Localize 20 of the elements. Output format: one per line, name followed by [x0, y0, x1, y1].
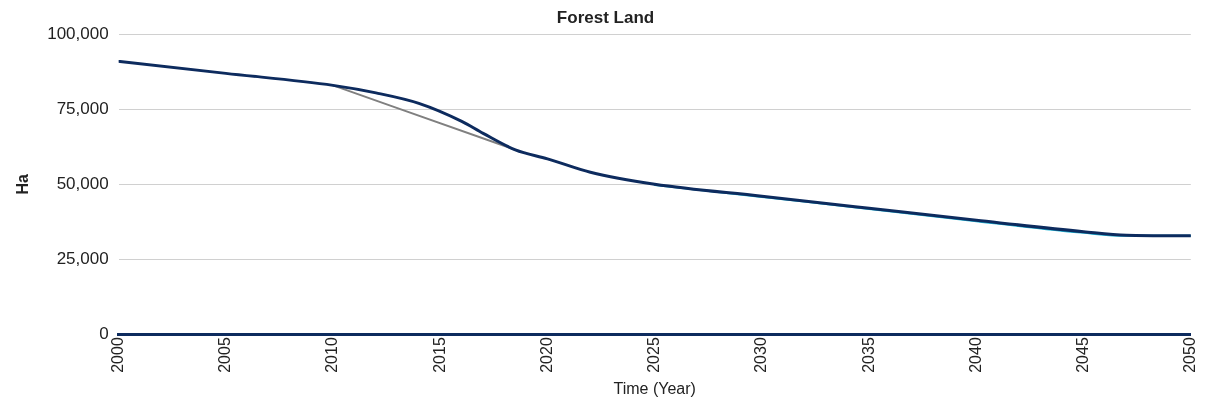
x-tick-label: 2050 [1181, 337, 1199, 373]
line-series [118, 59, 1191, 238]
x-tick-label: 2005 [216, 337, 234, 373]
y-tick-label: 100,000 [47, 24, 109, 44]
x-tick-label: 2000 [109, 337, 127, 373]
y-tick-label: 25,000 [56, 248, 109, 268]
chart-title: Forest Land [556, 7, 655, 27]
x-tick-label: 2020 [537, 337, 555, 373]
y-axis-title: Ha [14, 173, 32, 195]
x-tick-label: 2045 [1073, 337, 1091, 373]
x-tick-label: 2035 [859, 337, 877, 373]
x-tick-label: 2040 [966, 337, 984, 373]
x-axis-title: Time (Year) [613, 379, 696, 397]
y-tick-label: 75,000 [56, 99, 109, 119]
x-tick-label: 2010 [323, 337, 341, 373]
y-tick-label: 0 [99, 323, 109, 343]
y-tick-label: 50,000 [56, 173, 109, 193]
x-tick-label: 2015 [430, 337, 448, 373]
x-tick-label: 2030 [752, 337, 770, 373]
x-tick-label: 2025 [645, 337, 663, 373]
